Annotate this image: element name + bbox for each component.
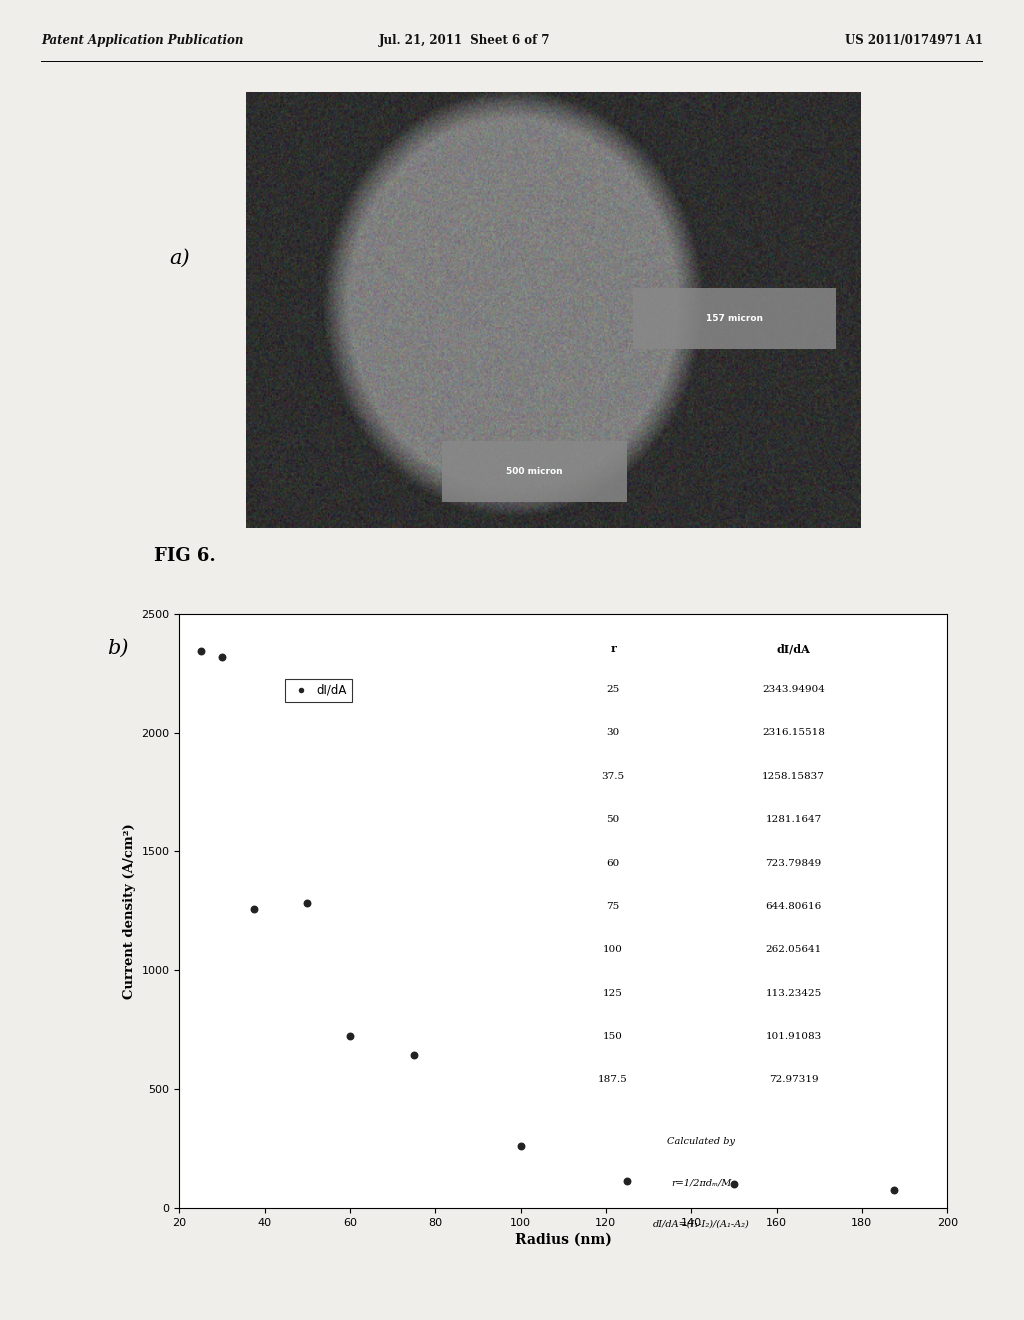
X-axis label: Radius (nm): Radius (nm) — [515, 1233, 611, 1247]
Legend: dI/dA: dI/dA — [285, 678, 352, 701]
Text: 125: 125 — [603, 989, 623, 998]
Point — [406, 1044, 422, 1065]
Point — [193, 640, 209, 661]
Text: 157 micron: 157 micron — [706, 314, 763, 323]
Text: dI/dA: dI/dA — [777, 644, 810, 655]
Text: US 2011/0174971 A1: US 2011/0174971 A1 — [845, 34, 983, 48]
Text: 2343.94904: 2343.94904 — [762, 685, 825, 694]
Text: 262.05641: 262.05641 — [766, 945, 821, 954]
Point — [246, 899, 262, 920]
Point — [886, 1180, 902, 1201]
Text: dI/dA=(I₁-I₂)/(A₁-A₂): dI/dA=(I₁-I₂)/(A₁-A₂) — [653, 1220, 750, 1229]
Point — [214, 647, 230, 668]
Point — [342, 1026, 358, 1047]
Text: 150: 150 — [603, 1032, 623, 1041]
Text: 187.5: 187.5 — [598, 1076, 628, 1084]
Text: 644.80616: 644.80616 — [766, 902, 821, 911]
Text: Jul. 21, 2011  Sheet 6 of 7: Jul. 21, 2011 Sheet 6 of 7 — [379, 34, 551, 48]
Point — [726, 1173, 742, 1195]
Point — [618, 1171, 635, 1192]
Text: 1281.1647: 1281.1647 — [766, 816, 821, 824]
Text: 1258.15837: 1258.15837 — [762, 772, 825, 781]
Text: 113.23425: 113.23425 — [766, 989, 821, 998]
FancyBboxPatch shape — [633, 289, 836, 350]
Text: Calculated by: Calculated by — [668, 1137, 735, 1146]
Text: 72.97319: 72.97319 — [769, 1076, 818, 1084]
Text: 500 micron: 500 micron — [506, 467, 563, 477]
Text: r=1/2πdₘ/M: r=1/2πdₘ/M — [672, 1177, 731, 1187]
Text: 723.79849: 723.79849 — [766, 858, 821, 867]
Text: 25: 25 — [606, 685, 620, 694]
Y-axis label: Current density (A/cm²): Current density (A/cm²) — [123, 822, 136, 999]
Text: a): a) — [169, 249, 189, 268]
Text: FIG 6.: FIG 6. — [154, 546, 215, 565]
Point — [512, 1135, 528, 1156]
Text: r: r — [610, 644, 616, 655]
Text: 37.5: 37.5 — [601, 772, 625, 781]
Text: 75: 75 — [606, 902, 620, 911]
Point — [299, 892, 315, 913]
Text: 30: 30 — [606, 729, 620, 738]
Text: 100: 100 — [603, 945, 623, 954]
Text: 60: 60 — [606, 858, 620, 867]
Text: 2316.15518: 2316.15518 — [762, 729, 825, 738]
FancyBboxPatch shape — [442, 441, 627, 502]
Text: b): b) — [108, 639, 129, 657]
Text: 101.91083: 101.91083 — [766, 1032, 821, 1041]
Text: Patent Application Publication: Patent Application Publication — [41, 34, 244, 48]
Text: 50: 50 — [606, 816, 620, 824]
